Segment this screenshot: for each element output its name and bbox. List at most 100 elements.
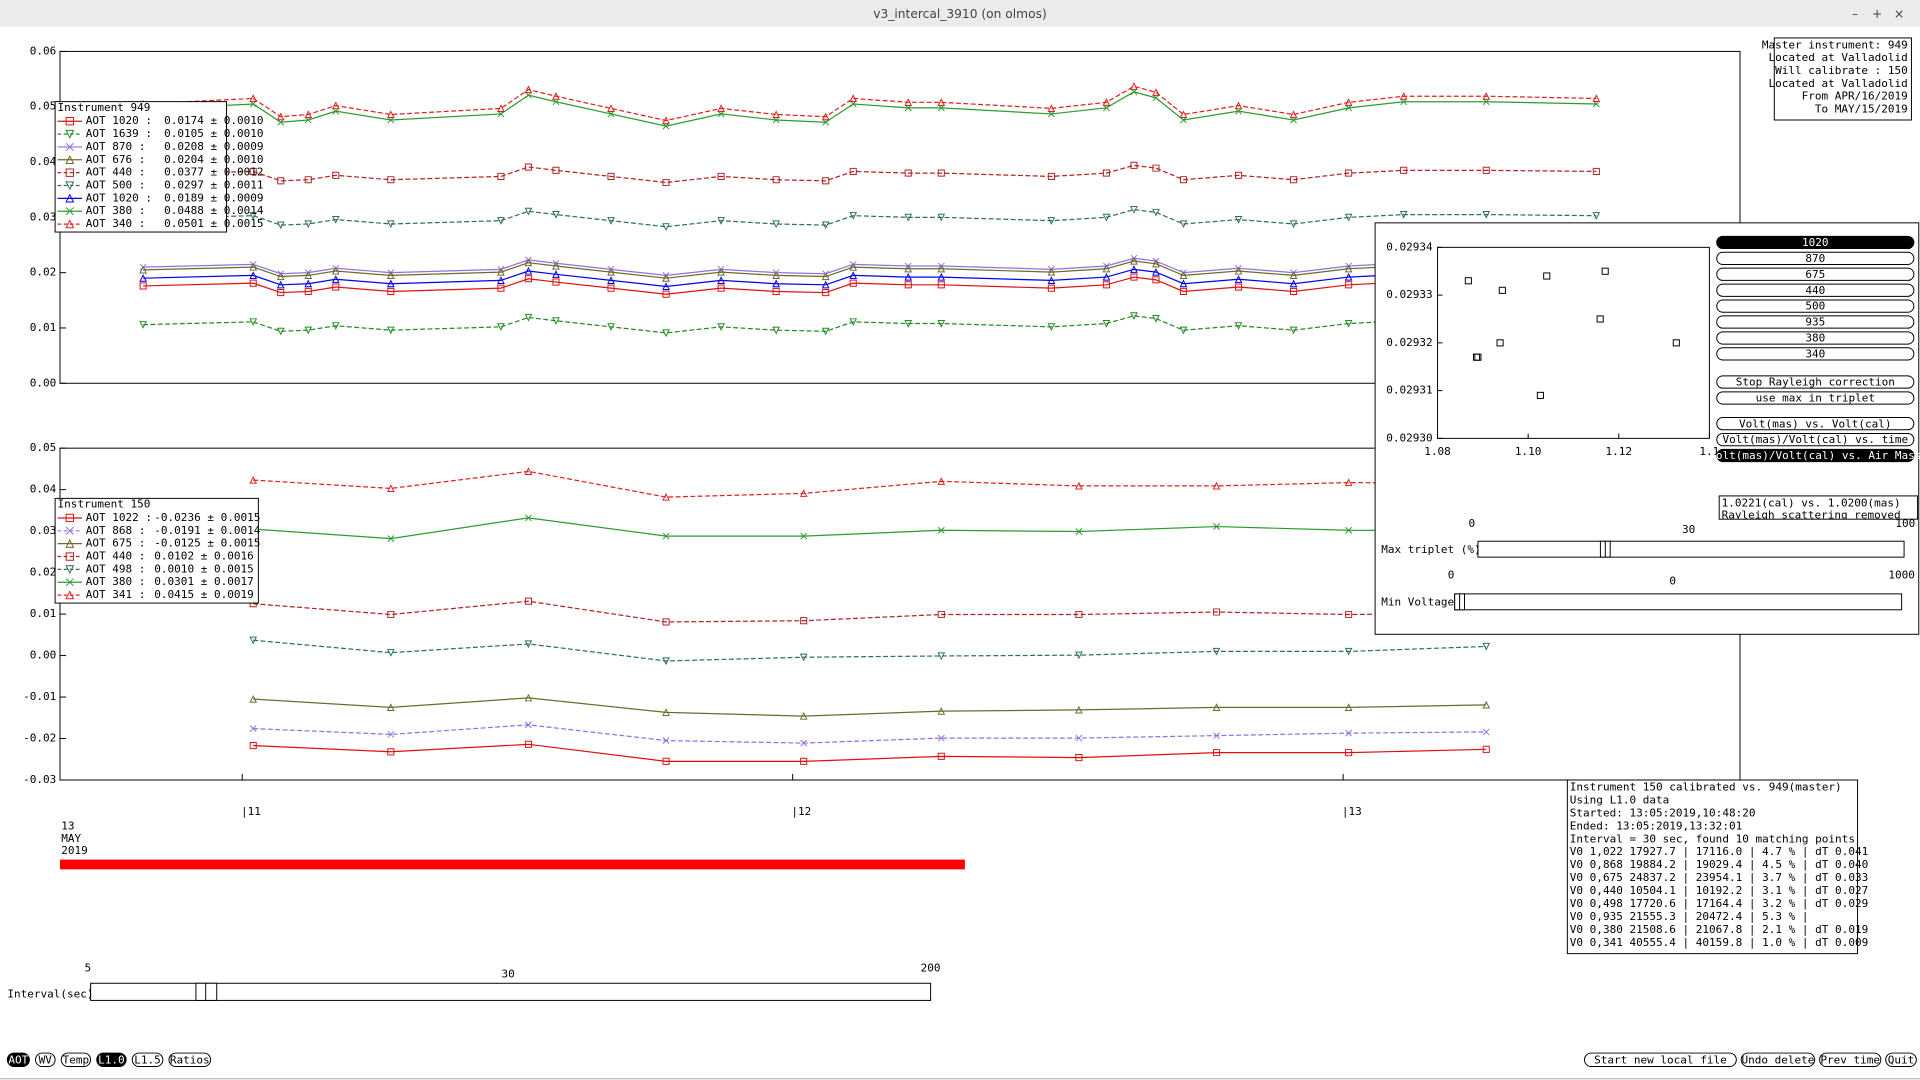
button-bg[interactable] xyxy=(1716,315,1915,329)
data-point xyxy=(332,283,340,291)
y-tick-label: 0.04 xyxy=(30,483,57,496)
button[interactable]: 440 xyxy=(1716,283,1915,297)
series-line xyxy=(253,743,1487,762)
button-bg[interactable] xyxy=(1716,347,1915,361)
button-label[interactable]: L1.0 xyxy=(98,1053,125,1066)
button[interactable]: 935 xyxy=(1716,315,1915,329)
button-label[interactable]: 935 xyxy=(1805,316,1825,329)
button-bg[interactable] xyxy=(35,1052,56,1068)
action-button[interactable]: Quit xyxy=(1885,1052,1917,1068)
button[interactable]: WV xyxy=(35,1052,56,1068)
button[interactable]: Temp xyxy=(60,1052,92,1068)
button[interactable]: 380 xyxy=(1716,331,1915,345)
button-label[interactable]: Stop Rayleigh correction xyxy=(1736,376,1895,389)
master-info-box xyxy=(1773,37,1912,121)
data-point xyxy=(386,279,395,288)
minimize[interactable]: – xyxy=(1852,7,1858,21)
y-tick-label: 0.05 xyxy=(30,441,57,454)
button-label[interactable]: 440 xyxy=(1805,284,1825,297)
button[interactable]: use max in triplet xyxy=(1716,391,1915,405)
close[interactable]: × xyxy=(1894,7,1904,21)
y-tick-label: 0.02 xyxy=(30,266,57,279)
button-label[interactable]: L1.5 xyxy=(134,1053,161,1066)
button-bg[interactable] xyxy=(96,1052,127,1068)
button-label[interactable]: 340 xyxy=(1805,347,1825,360)
button-bg[interactable] xyxy=(6,1052,30,1068)
action-button[interactable]: Prev time xyxy=(1819,1052,1882,1068)
slider-track[interactable] xyxy=(90,982,932,1001)
button[interactable]: Stop Rayleigh correction xyxy=(1716,375,1915,389)
button-bg[interactable] xyxy=(1819,1052,1882,1068)
data-point xyxy=(1179,279,1188,288)
action-button[interactable]: Undo delete xyxy=(1740,1052,1816,1068)
button-bg[interactable] xyxy=(1716,375,1915,389)
button-label[interactable]: AOT xyxy=(8,1053,28,1066)
button[interactable]: Volt(mas)/Volt(cal) vs. time xyxy=(1716,432,1915,447)
button-label[interactable]: 675 xyxy=(1805,268,1825,281)
slider-track[interactable] xyxy=(1477,540,1905,558)
button[interactable]: Volt(mas)/Volt(cal) vs. Air Mass xyxy=(1709,448,1920,463)
data-point xyxy=(937,652,946,661)
button-label[interactable]: Temp xyxy=(63,1053,90,1066)
button-label[interactable]: Start new local file xyxy=(1594,1053,1727,1066)
button-bg[interactable] xyxy=(1716,448,1915,463)
button-bg[interactable] xyxy=(1740,1052,1816,1068)
y-tick-label: 0.00 xyxy=(30,649,57,662)
button-label[interactable]: 870 xyxy=(1805,252,1825,265)
data-point xyxy=(799,489,808,497)
button-bg[interactable] xyxy=(1716,251,1915,265)
legend-stat: 0.0105 ± 0.0010 xyxy=(164,127,263,140)
button-bg[interactable] xyxy=(168,1052,212,1068)
button-bg[interactable] xyxy=(1716,391,1915,405)
button[interactable]: 500 xyxy=(1716,299,1915,313)
button[interactable]: AOT xyxy=(6,1052,30,1068)
button-bg[interactable] xyxy=(1716,235,1915,250)
maximize[interactable]: + xyxy=(1872,7,1882,21)
data-point xyxy=(607,284,615,292)
button-label[interactable]: Prev time xyxy=(1820,1053,1880,1066)
button[interactable]: 340 xyxy=(1716,347,1915,361)
button[interactable]: 1020 xyxy=(1716,235,1915,250)
button[interactable]: 870 xyxy=(1716,251,1915,265)
data-point xyxy=(717,217,725,225)
button-bg[interactable] xyxy=(1716,299,1915,313)
button-label[interactable]: Ratios xyxy=(170,1053,210,1066)
button-label[interactable]: use max in triplet xyxy=(1756,392,1875,405)
slider-thumb[interactable] xyxy=(195,982,218,1001)
button-label[interactable]: Volt(mas)/Volt(cal) vs. Air Mass xyxy=(1709,449,1920,462)
button-bg[interactable] xyxy=(131,1052,164,1068)
button-bg[interactable] xyxy=(1716,417,1915,431)
button[interactable]: L1.5 xyxy=(131,1052,164,1068)
slider-label: 0 xyxy=(1469,517,1476,530)
button[interactable]: 675 xyxy=(1716,267,1915,281)
button[interactable]: Ratios xyxy=(168,1052,212,1068)
series-line xyxy=(143,85,1597,122)
button-bg[interactable] xyxy=(1716,283,1915,297)
data-point xyxy=(662,657,670,666)
button-label[interactable]: 380 xyxy=(1805,332,1825,345)
slider-track[interactable] xyxy=(1454,593,1903,611)
action-button[interactable]: Start new local file xyxy=(1584,1052,1737,1068)
button-bg[interactable] xyxy=(1716,267,1915,281)
series-line xyxy=(253,697,1487,717)
button-bg[interactable] xyxy=(1885,1052,1917,1068)
button-bg[interactable] xyxy=(1716,432,1915,447)
button-label[interactable]: Volt(mas) vs. Volt(cal) xyxy=(1739,417,1892,430)
button-label[interactable]: 1020 xyxy=(1802,236,1829,249)
series-line xyxy=(143,164,1597,184)
button[interactable]: L1.0 xyxy=(96,1052,127,1068)
button-label[interactable]: Quit xyxy=(1888,1053,1915,1066)
button-bg[interactable] xyxy=(1584,1052,1737,1068)
data-point xyxy=(552,278,560,286)
button-label[interactable]: 500 xyxy=(1805,300,1825,313)
button-bg[interactable] xyxy=(1716,331,1915,345)
data-point xyxy=(1234,216,1243,224)
scatter-point xyxy=(1536,391,1544,399)
data-point xyxy=(1482,700,1491,709)
button-label[interactable]: WV xyxy=(39,1053,53,1066)
button-label[interactable]: Undo delete xyxy=(1741,1053,1814,1066)
legend-stat: -0.0191 ± 0.0014 xyxy=(154,524,260,537)
button-label[interactable]: Volt(mas)/Volt(cal) vs. time xyxy=(1722,433,1908,446)
button-bg[interactable] xyxy=(60,1052,92,1068)
button[interactable]: Volt(mas) vs. Volt(cal) xyxy=(1716,417,1915,431)
